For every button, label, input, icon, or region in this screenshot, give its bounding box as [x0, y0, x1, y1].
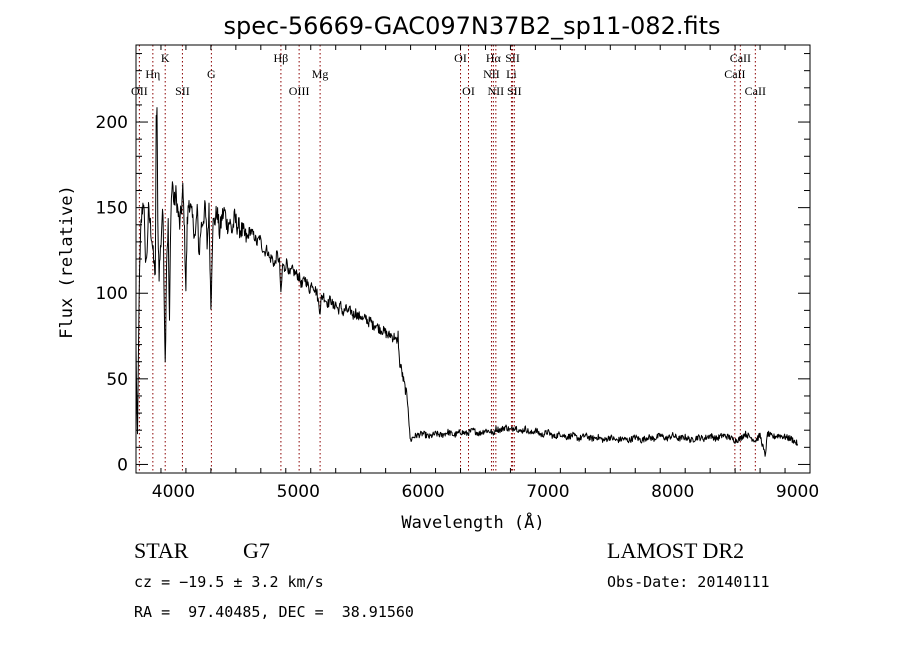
spectral-line-label: Hη: [145, 67, 160, 81]
spectral-line-label: CaII: [730, 51, 751, 65]
y-tick-label: 50: [106, 370, 128, 390]
y-tick-label: 100: [96, 284, 128, 304]
x-tick-label: 7000: [526, 482, 569, 502]
spectral-line-label: NII: [488, 84, 505, 98]
observation-date: Obs-Date: 20140111: [607, 573, 770, 591]
x-tick-label: 6000: [401, 482, 444, 502]
spectral-line-label: SII: [175, 84, 190, 98]
y-tick-label: 0: [117, 455, 128, 475]
x-tick-label: 8000: [651, 482, 694, 502]
object-class: STAR: [134, 538, 189, 563]
spectral-line-label: CaII: [745, 84, 766, 98]
spectral-line-label: OII: [131, 84, 148, 98]
spectral-line-label: Mg: [312, 67, 329, 81]
y-axis-label: Flux (relative): [57, 185, 77, 339]
axis-ticks: 4000 5000 6000 7000 8000 9000 0 50 100 150 200: [96, 45, 819, 502]
spectral-line-label: SII: [507, 84, 522, 98]
survey-name: LAMOST DR2: [607, 538, 745, 563]
spectral-line-label: Hα: [486, 51, 502, 65]
x-tick-label: 5000: [277, 482, 320, 502]
x-axis-label: Wavelength (Å): [401, 511, 544, 533]
spectral-line-label: OI: [462, 84, 475, 98]
plot-frame: [135, 44, 811, 474]
spectral-line-markers: OIIHηKSIIGHβOIIIMgOIOIHαNIINIISIILiSIICa…: [131, 45, 766, 473]
y-tick-label: 150: [96, 199, 128, 219]
x-tick-label: 9000: [776, 482, 819, 502]
x-tick-label: 4000: [152, 482, 195, 502]
spectrum-layer: [135, 107, 798, 457]
spectral-line-label: NII: [483, 67, 500, 81]
chart-title: spec-56669-GAC097N37B2_sp11-082.fits: [223, 12, 720, 40]
spectral-line-label: K: [161, 51, 170, 65]
coordinates-readout: RA = 97.40485, DEC = 38.91560: [134, 603, 414, 621]
spectral-line-label: Hβ: [274, 51, 289, 65]
spectral-line-label: G: [207, 67, 216, 81]
spectral-line-label: OIII: [289, 84, 310, 98]
spectral-line-label: OI: [454, 51, 467, 65]
object-subclass: G7: [243, 538, 270, 563]
spectrum-series-line: [135, 107, 798, 457]
spectral-line-label: Li: [506, 67, 517, 81]
redshift-readout: cz = −19.5 ± 3.2 km/s: [134, 573, 324, 591]
spectral-line-label: CaII: [724, 67, 745, 81]
y-tick-label: 200: [96, 113, 128, 133]
spectral-line-label: SII: [505, 51, 520, 65]
